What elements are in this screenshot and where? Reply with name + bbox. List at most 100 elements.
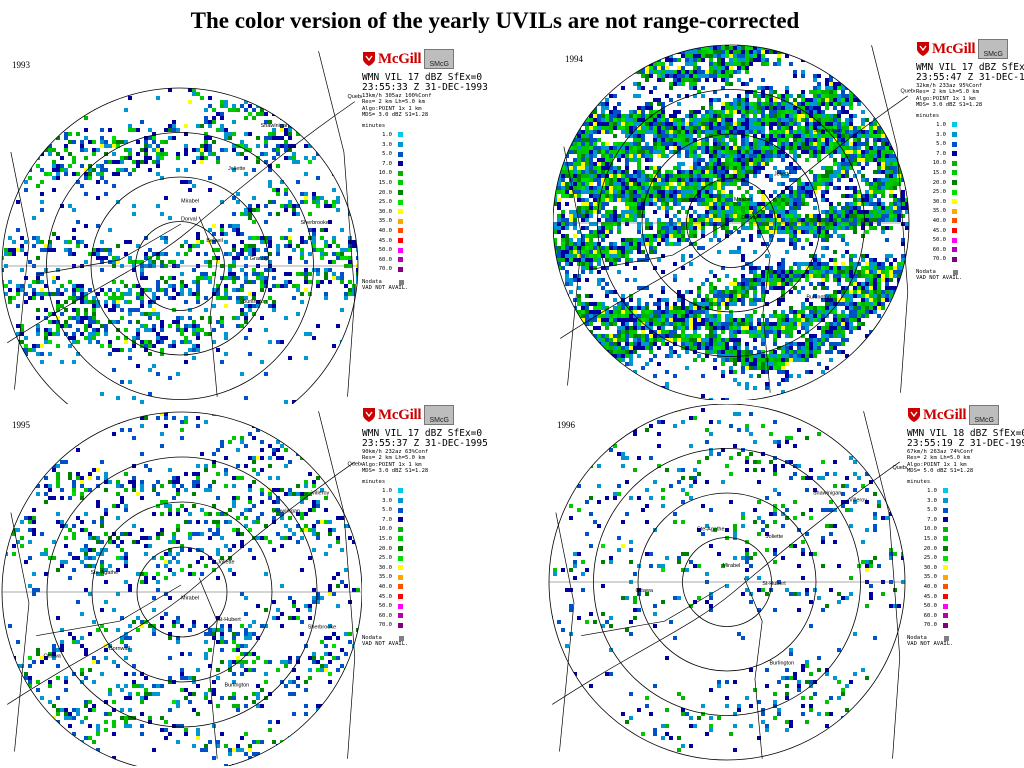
- scale-entry: 45.0: [362, 236, 488, 246]
- scale-entry: 25.0: [907, 553, 1024, 563]
- scale-swatch: [943, 546, 948, 552]
- scale-unit: minutes: [907, 479, 931, 486]
- place-label: Shawinigan: [814, 128, 842, 134]
- scale-swatch: [398, 218, 403, 224]
- scale-entry: 1.0: [362, 486, 488, 496]
- place-label: Ste-Agathe: [697, 527, 725, 533]
- scale-entry: 30.0: [916, 197, 1024, 207]
- scale-swatch: [952, 180, 957, 186]
- place-label: Burlington: [224, 682, 249, 688]
- mcgill-logo: McGill SMcG: [362, 404, 488, 426]
- scan-info: MDS= 3.0 dBZ S1=1.28: [362, 467, 429, 474]
- nodata-entry: Nodata: [916, 269, 1024, 275]
- scale-entry: 50.0: [916, 235, 1024, 245]
- scale-unit: minutes: [362, 479, 386, 486]
- scale-swatch: [398, 613, 403, 619]
- scale-entry: 10.0: [907, 525, 1024, 535]
- scale-swatch: [398, 517, 403, 523]
- scale-swatch: [398, 151, 403, 157]
- scale-entry: 30.0: [362, 563, 488, 573]
- scale-swatch: [952, 208, 957, 214]
- scale-swatch: [943, 584, 948, 590]
- place-label: Cornwall: [109, 646, 130, 652]
- scale-entry: 5.0: [916, 139, 1024, 149]
- place-label: Ste-Agathe: [91, 570, 119, 576]
- scale-entry: 25.0: [362, 553, 488, 563]
- scan-info: Res= 2 km Lh=5.0 km: [362, 99, 425, 106]
- scale-entry: 70.0: [916, 255, 1024, 265]
- scan-time: 23:55:37 Z 31-DEC-1995: [362, 438, 488, 449]
- color-scale: 1.0 3.0 5.0 7.0 10.0 15.0 20.0 25.0 30.0 35.0 40.0…: [907, 486, 1024, 630]
- scale-entry: 50.0: [362, 245, 488, 255]
- scale-entry: 50.0: [362, 601, 488, 611]
- radar-legend: McGill SMcG WMN VIL 17 dBZ SfEx=0 23:55:…: [916, 38, 1024, 281]
- scale-entry: 10.0: [362, 525, 488, 535]
- scale-swatch: [398, 161, 403, 167]
- year-label: 1996: [557, 420, 575, 430]
- nodata-swatch: [398, 279, 404, 285]
- scale-entry: 10.0: [362, 169, 488, 179]
- place-label: Quebec: [348, 94, 362, 100]
- place-label: Dorval: [181, 216, 197, 222]
- scale-swatch: [943, 622, 948, 628]
- scale-swatch: [398, 546, 403, 552]
- scale-entry: 15.0: [362, 178, 488, 188]
- scale-swatch: [952, 218, 957, 224]
- radar-map: Shawinigan Burlington Quebec Joliette Mirabe…: [553, 44, 915, 400]
- scale-entry: 5.0: [362, 149, 488, 159]
- mcgill-shield-icon: [363, 52, 375, 66]
- place-label: Granby: [250, 256, 268, 262]
- scale-swatch: [943, 613, 948, 619]
- vad-status: VAD NOT AVAIL.: [362, 641, 409, 648]
- scale-entry: 30.0: [907, 563, 1024, 573]
- scale-entry: 1.0: [907, 486, 1024, 496]
- color-scale: 1.0 3.0 5.0 7.0 10.0 15.0 20.0 25.0 30.0 35.0 40.0…: [362, 486, 488, 630]
- scale-entry: 45.0: [362, 592, 488, 602]
- scale-swatch: [398, 190, 403, 196]
- scan-info: 13km/h 305az 100%Conf: [362, 93, 432, 99]
- nodata-entry: Nodata: [362, 279, 488, 285]
- scale-swatch: [943, 526, 948, 532]
- radar-legend: McGill SMcG WMN VIL 18 dBZ SfEx=0 23:55:…: [907, 404, 1024, 647]
- scan-time: 23:55:47 Z 31-DEC-1994: [916, 72, 1024, 83]
- scale-swatch: [943, 603, 948, 609]
- color-scale: 1.0 3.0 5.0 7.0 10.0 15.0 20.0 25.0 30.0 35.0 40.0…: [916, 120, 1024, 264]
- place-label: Ottawa: [43, 653, 61, 659]
- scale-swatch: [952, 189, 957, 195]
- scale-swatch: [952, 132, 957, 138]
- mcgill-logo: McGill SMcG: [362, 48, 488, 70]
- radar-panel-1993: Shawinigan Joliette Mirabel Dorval Burlingto…: [0, 44, 488, 404]
- mcgill-shield-icon: [917, 42, 929, 56]
- place-label: Quebec: [348, 462, 362, 468]
- brand-name: McGill: [932, 40, 976, 57]
- scan-info: Algo:POINT 1x 1 km: [362, 105, 422, 112]
- scan-info: 32km/h 233az 95%Conf: [916, 83, 983, 89]
- place-label: Quebec: [893, 465, 907, 471]
- year-label: 1995: [12, 420, 30, 430]
- scale-entry: 60.0: [362, 611, 488, 621]
- scale-swatch: [952, 256, 957, 262]
- geography-lines: [552, 411, 901, 759]
- scan-info: MDS= 5.0 dBZ S1=1.28: [907, 467, 974, 474]
- product-header: WMN VIL 17 dBZ SfEx=0: [916, 62, 1024, 73]
- scale-swatch: [952, 122, 957, 128]
- scale-swatch: [398, 574, 403, 580]
- mcgill-shield-icon: [908, 408, 920, 422]
- place-label: Joliette: [228, 166, 245, 172]
- scale-swatch: [398, 238, 403, 244]
- place-label: Joliette: [774, 172, 791, 178]
- scale-swatch: [398, 132, 403, 138]
- place-label: Joliette: [217, 559, 234, 565]
- scan-info: Res= 2 km Lh=5.0 km: [907, 455, 970, 462]
- place-label: Burlington: [243, 299, 268, 305]
- geography-lines: [7, 51, 356, 397]
- nodata-entry: Nodata: [907, 635, 1024, 641]
- scale-entry: 7.0: [907, 515, 1024, 525]
- place-label: Shawinigan: [272, 509, 300, 515]
- nodata-swatch: [952, 269, 958, 275]
- scan-info: MDS= 3.0 dBZ S1=1.28: [916, 101, 983, 108]
- scan-info: MDS= 3.0 dBZ S1=1.28: [362, 111, 429, 118]
- place-label: Ottawa: [636, 588, 654, 594]
- radar-panel-1996: Shawinigan Villeroy Ste-Agathe Joliette Mira…: [545, 404, 1024, 766]
- scan-time: 23:55:33 Z 31-DEC-1993: [362, 82, 488, 93]
